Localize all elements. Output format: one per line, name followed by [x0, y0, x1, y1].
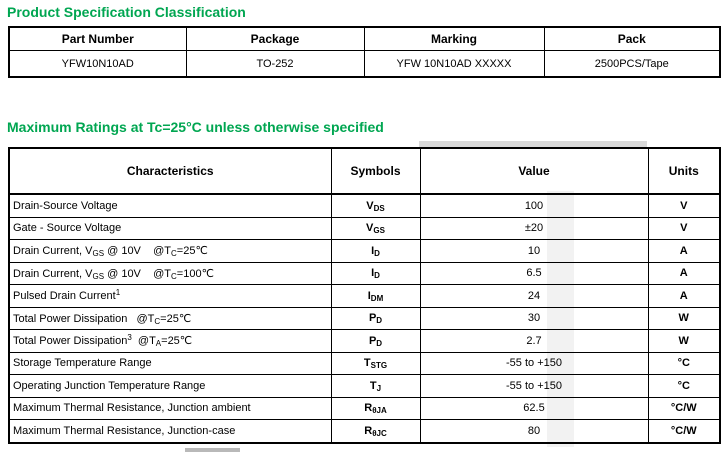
ratings-col-units: Units	[647, 147, 721, 195]
unit-cell: V	[647, 216, 721, 240]
maximum-ratings-table: Characteristics Symbols Value Units Drai…	[8, 147, 721, 444]
unit-cell: A	[647, 239, 721, 263]
spec-col-pack: Pack	[543, 26, 721, 51]
spec-header-row: Part Number Package Marking Pack	[8, 26, 721, 51]
unit-cell: W	[647, 306, 721, 330]
unit-cell: V	[647, 193, 721, 218]
value-cell: ±20	[419, 216, 649, 240]
symbol-cell: ID	[330, 261, 421, 285]
value-cell: 30	[419, 306, 649, 330]
value-cell: 10	[419, 239, 649, 263]
unit-cell: A	[647, 261, 721, 285]
symbol-cell: RθJC	[330, 419, 421, 443]
characteristic-cell: Storage Temperature Range	[8, 351, 332, 375]
symbol-cell: TJ	[330, 374, 421, 398]
unit-cell: °C/W	[647, 396, 721, 420]
product-spec-table: Part Number Package Marking Pack YFW10N1…	[8, 26, 721, 78]
characteristic-cell: Total Power Dissipation3 @TA=25℃	[8, 329, 332, 353]
value-cell: 2.7	[419, 329, 649, 353]
symbol-cell: RθJA	[330, 396, 421, 420]
ratings-row: Storage Temperature Range TSTG -55 to +1…	[8, 351, 721, 375]
value-cell: 24	[419, 284, 649, 308]
value-cell: -55 to +150	[419, 374, 649, 398]
value-cell: 80	[419, 419, 649, 443]
characteristic-cell: Drain Current, VGS @ 10V @TC=25℃	[8, 239, 332, 263]
characteristic-cell: Drain-Source Voltage	[8, 193, 332, 218]
ratings-row: Pulsed Drain Current1 IDM 24 A	[8, 284, 721, 308]
unit-cell: °C	[647, 374, 721, 398]
package-value: TO-252	[185, 50, 365, 78]
symbol-cell: VDS	[330, 193, 421, 218]
value-cell: 100	[419, 193, 649, 218]
symbol-cell: VGS	[330, 216, 421, 240]
characteristic-cell: Maximum Thermal Resistance, Junction amb…	[8, 396, 332, 420]
spec-data-row: YFW10N10AD TO-252 YFW 10N10AD XXXXX 2500…	[8, 50, 721, 78]
pack-value: 2500PCS/Tape	[543, 50, 721, 78]
ratings-row: Operating Junction Temperature Range TJ …	[8, 374, 721, 398]
part-number-value: YFW10N10AD	[8, 50, 187, 78]
section-heading-maximum-ratings: Maximum Ratings at Tc=25°C unless otherw…	[7, 119, 384, 135]
ratings-row: Total Power Dissipation @TC=25℃ PD 30 W	[8, 306, 721, 330]
characteristic-cell: Total Power Dissipation @TC=25℃	[8, 306, 332, 330]
value-cell: 62.5	[419, 396, 649, 420]
unit-cell: °C	[647, 351, 721, 375]
ratings-col-characteristics: Characteristics	[8, 147, 332, 195]
ratings-row: Maximum Thermal Resistance, Junction-cas…	[8, 419, 721, 443]
symbol-cell: PD	[330, 306, 421, 330]
ratings-row: Drain Current, VGS @ 10V @TC=25℃ ID 10 A	[8, 239, 721, 263]
value-cell: -55 to +150	[419, 351, 649, 375]
characteristic-cell: Drain Current, VGS @ 10V @TC=100℃	[8, 261, 332, 285]
spec-col-marking: Marking	[363, 26, 545, 51]
characteristic-cell: Operating Junction Temperature Range	[8, 374, 332, 398]
unit-cell: W	[647, 329, 721, 353]
symbol-cell: ID	[330, 239, 421, 263]
ratings-col-symbols: Symbols	[330, 147, 421, 195]
unit-cell: A	[647, 284, 721, 308]
value-cell: 6.5	[419, 261, 649, 285]
characteristic-cell: Pulsed Drain Current1	[8, 284, 332, 308]
symbol-cell: IDM	[330, 284, 421, 308]
marking-value: YFW 10N10AD XXXXX	[363, 50, 545, 78]
ratings-row: Maximum Thermal Resistance, Junction amb…	[8, 396, 721, 420]
spec-col-package: Package	[185, 26, 365, 51]
scan-artifact	[185, 448, 240, 452]
characteristic-cell: Gate - Source Voltage	[8, 216, 332, 240]
ratings-row: Total Power Dissipation3 @TA=25℃ PD 2.7 …	[8, 329, 721, 353]
ratings-row: Drain Current, VGS @ 10V @TC=100℃ ID 6.5…	[8, 261, 721, 285]
unit-cell: °C/W	[647, 419, 721, 443]
section-heading-product-spec: Product Specification Classification	[7, 4, 246, 20]
symbol-cell: PD	[330, 329, 421, 353]
ratings-header-row: Characteristics Symbols Value Units	[8, 147, 721, 195]
characteristic-cell: Maximum Thermal Resistance, Junction-cas…	[8, 419, 332, 443]
spec-col-part-number: Part Number	[8, 26, 187, 51]
ratings-row: Drain-Source Voltage VDS 100 V	[8, 193, 721, 218]
ratings-col-value: Value	[419, 147, 649, 195]
ratings-row: Gate - Source Voltage VGS ±20 V	[8, 216, 721, 240]
symbol-cell: TSTG	[330, 351, 421, 375]
